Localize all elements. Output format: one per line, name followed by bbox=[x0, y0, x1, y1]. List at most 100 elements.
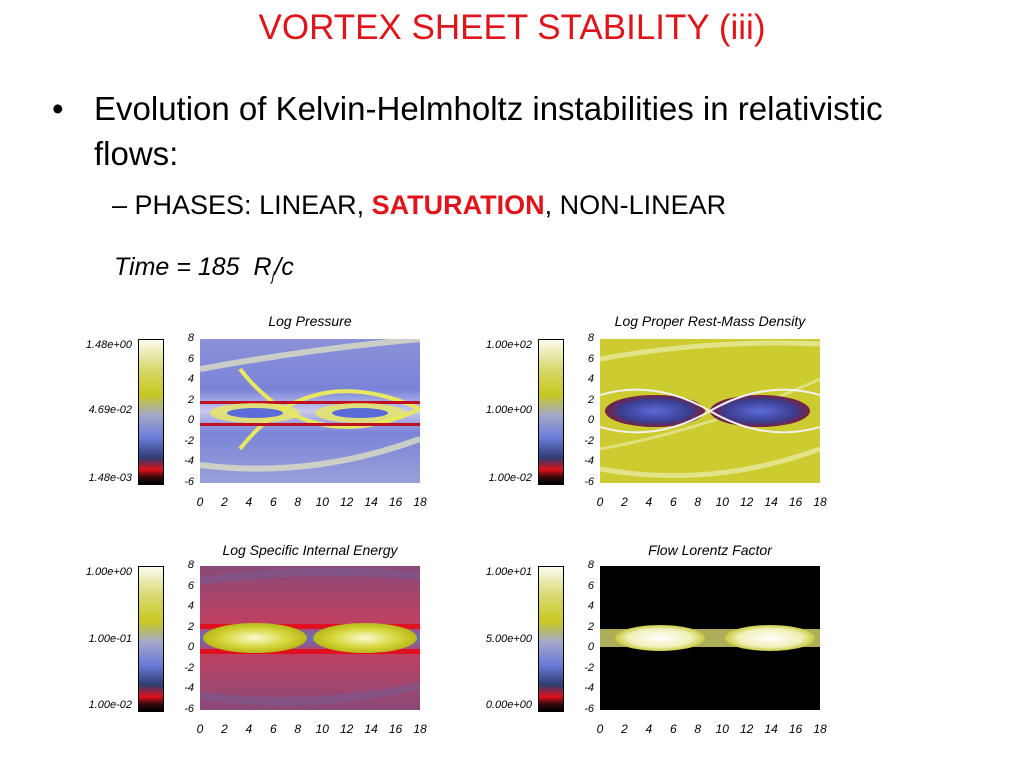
x-tick-label: 6 bbox=[669, 495, 677, 509]
x-tick-label: 14 bbox=[364, 495, 378, 509]
panel-title-density: Log Proper Rest-Mass Density bbox=[614, 313, 806, 329]
y-tick-label: 2 bbox=[587, 393, 594, 406]
y-tick-label: 8 bbox=[587, 332, 594, 344]
x-tick-label: 16 bbox=[388, 495, 403, 509]
panel-title-pressure: Log Pressure bbox=[268, 313, 352, 329]
y-tick-label: -6 bbox=[584, 476, 594, 488]
bullet-sub-suffix: , NON-LINEAR bbox=[544, 190, 727, 220]
time-unit-sub: j bbox=[271, 269, 275, 284]
y-tick-label: -4 bbox=[584, 682, 594, 695]
bullet-sub-prefix: – PHASES: LINEAR, bbox=[112, 190, 372, 220]
y-tick-label: 0 bbox=[587, 641, 594, 654]
heatmap-lorentz bbox=[600, 566, 820, 710]
time-unit-rest: /c bbox=[274, 253, 294, 281]
x-tick-label: 2 bbox=[621, 722, 628, 736]
y-tick-label: 8 bbox=[187, 559, 194, 571]
y-tick-label: -2 bbox=[184, 434, 194, 447]
heatmap-energy bbox=[200, 566, 420, 710]
y-tick-label: -6 bbox=[184, 703, 194, 715]
y-tick-label: -2 bbox=[184, 661, 194, 674]
x-tick-label: 6 bbox=[269, 722, 277, 736]
x-tick-label: 14 bbox=[764, 722, 778, 736]
x-tick-label: 8 bbox=[694, 722, 702, 736]
y-tick-label: -6 bbox=[184, 476, 194, 488]
y-tick-label: 6 bbox=[587, 352, 594, 365]
slide-title: VORTEX SHEET STABILITY (iii) bbox=[258, 8, 766, 47]
y-tick-label: -4 bbox=[184, 682, 194, 695]
colorbar-label: 1.00e+00 bbox=[485, 404, 532, 416]
bullet-sub-highlight: SATURATION bbox=[371, 190, 545, 220]
bullet-sub: – PHASES: LINEAR, SATURATION, NON-LINEAR bbox=[112, 190, 726, 221]
panel-title-energy: Log Specific Internal Energy bbox=[222, 542, 398, 558]
x-tick-label: 2 bbox=[221, 722, 228, 736]
y-tick-label: 0 bbox=[187, 414, 194, 427]
y-tick-label: 6 bbox=[587, 579, 594, 592]
x-tick-label: 6 bbox=[669, 722, 677, 736]
x-tick-label: 4 bbox=[645, 495, 653, 509]
x-tick-label: 10 bbox=[715, 495, 729, 509]
colorbar-label: 1.48e-03 bbox=[88, 472, 132, 484]
bullet-dot: • bbox=[52, 90, 64, 127]
x-tick-label: 0 bbox=[596, 495, 604, 509]
x-tick-label: 18 bbox=[813, 722, 827, 736]
x-tick-label: 10 bbox=[715, 722, 729, 736]
x-tick-label: 6 bbox=[269, 495, 277, 509]
x-tick-label: 12 bbox=[739, 495, 754, 509]
x-tick-label: 8 bbox=[294, 722, 302, 736]
y-tick-label: -2 bbox=[584, 661, 594, 674]
heatmap-density bbox=[600, 339, 820, 483]
x-tick-label: 12 bbox=[739, 722, 754, 736]
y-tick-label: 4 bbox=[587, 373, 594, 386]
y-tick-label: -2 bbox=[584, 434, 594, 447]
y-tick-label: 2 bbox=[187, 620, 194, 633]
x-tick-label: 0 bbox=[596, 722, 604, 736]
y-tick-label: 8 bbox=[187, 332, 194, 344]
colorbar-label: 1.48e+00 bbox=[85, 339, 132, 351]
x-tick-label: 14 bbox=[364, 722, 378, 736]
x-tick-label: 12 bbox=[339, 722, 354, 736]
x-tick-label: 18 bbox=[413, 495, 427, 509]
x-tick-label: 16 bbox=[388, 722, 403, 736]
x-tick-label: 4 bbox=[245, 722, 253, 736]
x-tick-label: 4 bbox=[645, 722, 653, 736]
x-tick-label: 8 bbox=[294, 495, 302, 509]
y-tick-label: 6 bbox=[187, 352, 194, 365]
y-tick-label: -6 bbox=[584, 703, 594, 715]
x-tick-label: 2 bbox=[221, 495, 228, 509]
x-tick-label: 16 bbox=[788, 722, 803, 736]
colorbar-label: 0.00e+00 bbox=[485, 699, 532, 711]
y-tick-label: 4 bbox=[187, 600, 194, 613]
colorbar-label: 1.00e+01 bbox=[485, 566, 532, 578]
y-tick-label: 2 bbox=[187, 393, 194, 406]
x-tick-label: 10 bbox=[315, 722, 329, 736]
colorbar-label: 1.00e-02 bbox=[88, 699, 132, 711]
x-tick-label: 16 bbox=[788, 495, 803, 509]
x-tick-label: 4 bbox=[245, 495, 253, 509]
colorbar-label: 5.00e+00 bbox=[485, 633, 532, 645]
y-tick-label: 0 bbox=[187, 641, 194, 654]
bullet-main-text: Evolution of Kelvin-Helmholtz instabilit… bbox=[94, 90, 883, 172]
x-tick-label: 0 bbox=[196, 495, 204, 509]
colorbar-label: 4.69e-02 bbox=[88, 404, 132, 416]
y-tick-label: 2 bbox=[587, 620, 594, 633]
colorbar-label: 1.00e+02 bbox=[485, 339, 532, 351]
x-tick-label: 0 bbox=[196, 722, 204, 736]
y-tick-label: 6 bbox=[187, 579, 194, 592]
y-tick-label: -4 bbox=[584, 455, 594, 468]
x-tick-label: 8 bbox=[694, 495, 702, 509]
y-tick-label: 0 bbox=[587, 414, 594, 427]
time-unit-main: R bbox=[253, 253, 272, 281]
y-tick-label: 4 bbox=[587, 600, 594, 613]
x-tick-label: 18 bbox=[413, 722, 427, 736]
colorbar-label: 1.00e-01 bbox=[88, 633, 132, 645]
x-tick-label: 12 bbox=[339, 495, 354, 509]
heatmap-pressure bbox=[200, 339, 420, 483]
colorbar-label: 1.00e+00 bbox=[85, 566, 132, 578]
y-tick-label: -4 bbox=[184, 455, 194, 468]
x-tick-label: 10 bbox=[315, 495, 329, 509]
y-tick-label: 8 bbox=[587, 559, 594, 571]
y-tick-label: 4 bbox=[187, 373, 194, 386]
x-tick-label: 18 bbox=[813, 495, 827, 509]
simulation-time: Time = 185 Rj/c bbox=[114, 253, 294, 284]
x-tick-label: 2 bbox=[621, 495, 628, 509]
